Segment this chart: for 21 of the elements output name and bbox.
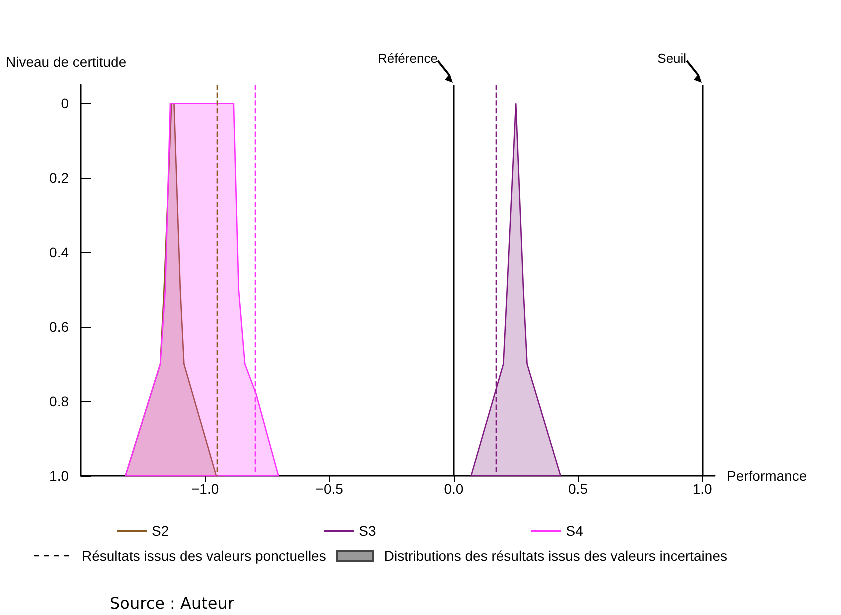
x-tick-label: 1.0	[692, 481, 713, 497]
y-tick-label: 1.0	[50, 468, 70, 484]
y-tick-label: 0.8	[50, 394, 70, 410]
x-tick-label: 0.5	[568, 481, 588, 497]
x-axis-title: Performance	[727, 468, 808, 484]
legend-label: S2	[152, 523, 170, 539]
source-note: Source : Auteur	[110, 594, 234, 613]
y-tick-label: 0.2	[50, 170, 70, 186]
legend-label: S3	[359, 523, 376, 539]
text: Distributions des résultats issus des valeurs incertaines	[384, 548, 728, 564]
y-tick-label: 0.6	[50, 319, 70, 336]
legend-label: S4	[566, 523, 584, 539]
text: Résultats issus des valeurs ponctuelles	[82, 548, 326, 564]
ref-line-label: Référence	[378, 51, 438, 66]
ref-line-label: Seuil	[658, 51, 687, 66]
y-tick-label: 0.4	[50, 244, 70, 261]
y-tick-label: 0	[61, 96, 70, 112]
x-tick-label: 0.0	[444, 481, 464, 497]
x-tick-label: −0.5	[316, 481, 344, 497]
x-tick-label: −1.0	[191, 481, 220, 497]
y-axis-title: Niveau de certitude	[6, 54, 127, 70]
